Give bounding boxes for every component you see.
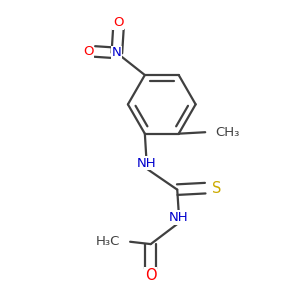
- Text: S: S: [212, 181, 221, 196]
- Text: N: N: [112, 46, 122, 59]
- Text: H₃C: H₃C: [95, 235, 120, 248]
- Text: NH: NH: [169, 211, 188, 224]
- Text: O: O: [83, 45, 94, 58]
- Text: O: O: [113, 16, 124, 29]
- Text: O: O: [145, 268, 157, 283]
- Text: NH: NH: [136, 157, 156, 169]
- Text: CH₃: CH₃: [215, 126, 239, 139]
